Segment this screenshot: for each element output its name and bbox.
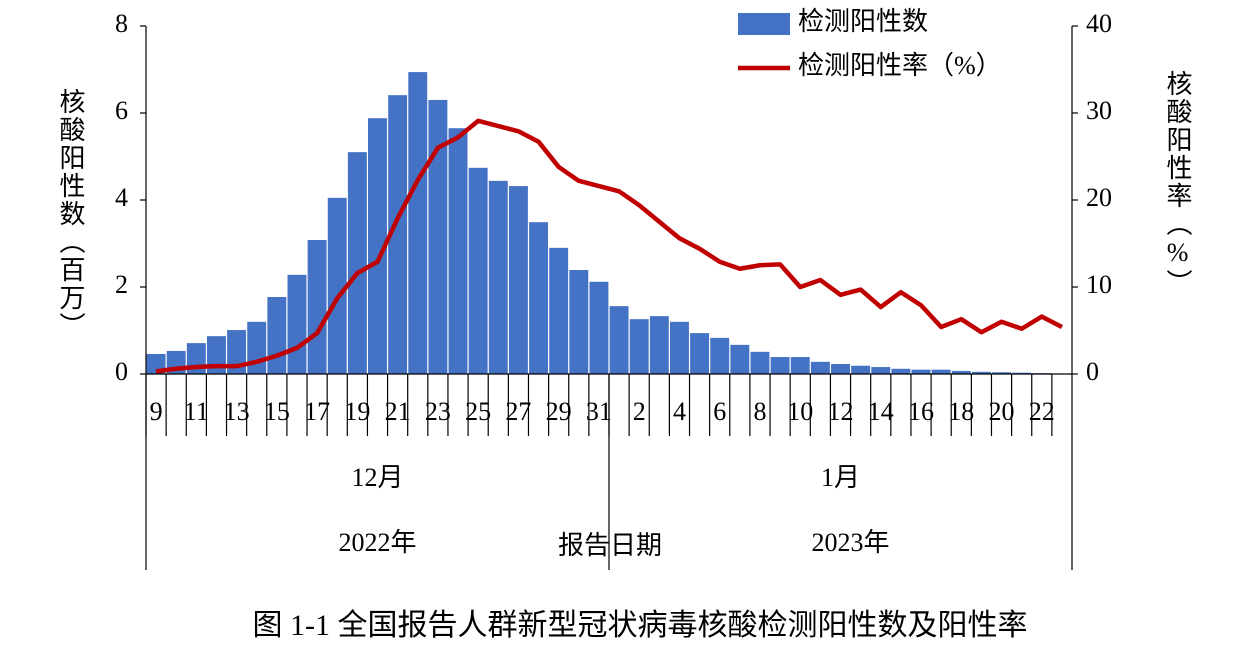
bar: [851, 365, 871, 374]
x-tick-label: 21: [385, 397, 411, 426]
chart-title: 图 1-1 全国报告人群新型冠状病毒核酸检测阳性数及阳性率: [253, 609, 1028, 642]
bar: [368, 118, 387, 374]
bar: [971, 371, 991, 374]
bar: [871, 367, 891, 374]
x-tick-label: 9: [150, 397, 163, 426]
y2-tick-label: 20: [1086, 183, 1112, 212]
legend-label: 检测阳性数: [798, 7, 928, 36]
bar: [951, 370, 971, 374]
y-axis-label: 核酸阳性数（百万）: [56, 88, 85, 340]
year-label: 2023年: [811, 528, 889, 557]
year-label: 2022年: [338, 528, 416, 557]
x-tick-label: 10: [787, 397, 813, 426]
bar: [690, 333, 710, 374]
x-tick-label: 15: [264, 397, 290, 426]
bar: [428, 99, 448, 374]
bar: [649, 316, 669, 374]
x-tick-label: 4: [673, 397, 686, 426]
bar: [589, 281, 609, 374]
x-tick-label: 20: [989, 397, 1015, 426]
x-tick-label: 22: [1029, 397, 1055, 426]
bar: [388, 95, 408, 374]
x-tick-label: 17: [304, 397, 330, 426]
y-tick-label: 2: [115, 270, 128, 299]
bar: [831, 363, 850, 374]
month-label: 12月: [351, 463, 403, 492]
y2-tick-label: 10: [1086, 270, 1112, 299]
x-tick-label: 12: [828, 397, 854, 426]
y-tick-label: 4: [115, 183, 128, 212]
bar: [992, 372, 1012, 374]
x-tick-label: 16: [908, 397, 934, 426]
month-label: 1月: [821, 463, 860, 492]
x-tick-label: 8: [753, 397, 766, 426]
bar: [1012, 372, 1032, 374]
bar: [549, 247, 569, 374]
legend-label: 检测阳性率（%）: [798, 51, 1002, 80]
x-tick-label: 14: [868, 397, 894, 426]
bar: [327, 197, 347, 374]
x-axis-label: 报告日期: [558, 531, 662, 560]
bar: [287, 274, 307, 374]
y-tick-label: 0: [115, 357, 128, 386]
x-tick-label: 6: [713, 397, 726, 426]
y2-tick-label: 0: [1086, 357, 1099, 386]
bar: [629, 319, 649, 374]
bar: [770, 357, 790, 374]
legend-swatch: [738, 13, 790, 35]
bar: [468, 167, 488, 374]
x-tick-label: 27: [505, 397, 531, 426]
x-tick-label: 2: [633, 397, 646, 426]
line: [155, 118, 1063, 374]
x-tick-label: 25: [465, 397, 491, 426]
x-tick-label: 31: [586, 397, 612, 426]
bar: [609, 306, 629, 374]
y2-axis-label: 核酸阳性率（%）: [1163, 70, 1192, 297]
x-tick-label: 29: [546, 397, 572, 426]
bar: [730, 344, 750, 374]
x-tick-label: 23: [425, 397, 451, 426]
bar: [347, 152, 367, 374]
bar: [307, 240, 327, 374]
bar: [267, 297, 287, 374]
x-tick-label: 11: [184, 397, 209, 426]
bar: [408, 72, 428, 375]
y-tick-label: 8: [115, 9, 128, 38]
bar: [790, 357, 810, 374]
bar: [810, 361, 830, 374]
bar: [448, 128, 468, 374]
bar: [710, 337, 730, 374]
bar: [529, 222, 549, 374]
bar: [569, 270, 589, 374]
y2-tick-label: 40: [1086, 9, 1112, 38]
y-tick-label: 6: [115, 96, 128, 125]
bar: [931, 369, 951, 374]
y2-tick-label: 30: [1086, 96, 1112, 125]
bar: [750, 351, 770, 374]
bar: [891, 368, 911, 374]
x-tick-label: 18: [948, 397, 974, 426]
bar: [488, 180, 508, 374]
x-tick-label: 13: [224, 397, 250, 426]
x-tick-label: 19: [344, 397, 370, 426]
bar: [247, 321, 267, 374]
bar: [508, 186, 528, 374]
bar: [669, 321, 689, 374]
bar: [911, 369, 931, 374]
